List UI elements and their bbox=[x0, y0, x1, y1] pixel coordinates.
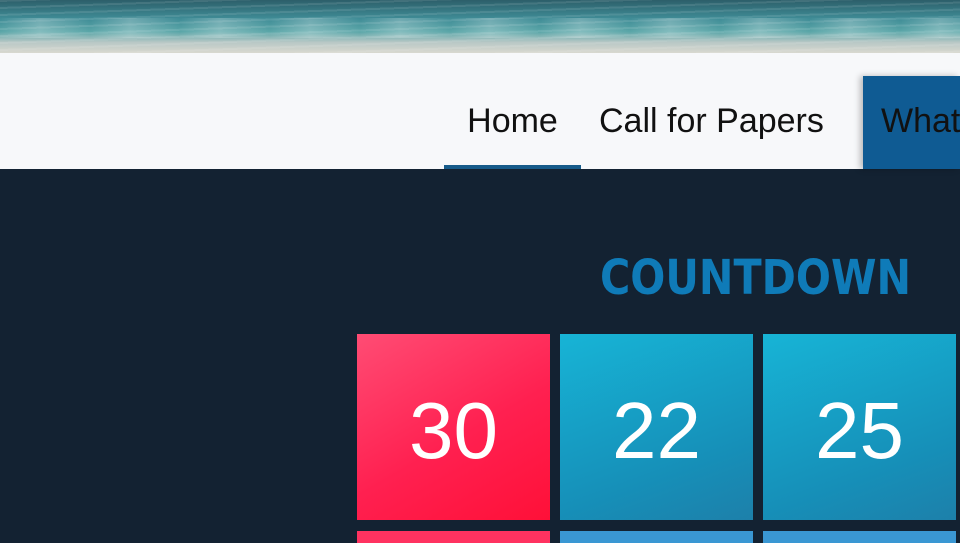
countdown-tile-partial bbox=[560, 531, 753, 543]
countdown-title: COUNTDOWN bbox=[600, 250, 912, 306]
main-navigation: Home Call for Papers What bbox=[0, 53, 960, 169]
nav-item-whats-new[interactable]: What bbox=[863, 76, 960, 169]
countdown-tile: 30 bbox=[357, 334, 550, 520]
countdown-tile: 25 bbox=[763, 334, 956, 520]
countdown-tile-partial bbox=[357, 531, 550, 543]
header-banner-image bbox=[0, 0, 960, 53]
nav-item-home[interactable]: Home bbox=[444, 76, 581, 169]
countdown-tile-partial bbox=[763, 531, 956, 543]
nav-item-call-for-papers[interactable]: Call for Papers bbox=[599, 102, 824, 140]
countdown-tile: 22 bbox=[560, 334, 753, 520]
banner-wave-decoration bbox=[0, 18, 960, 38]
